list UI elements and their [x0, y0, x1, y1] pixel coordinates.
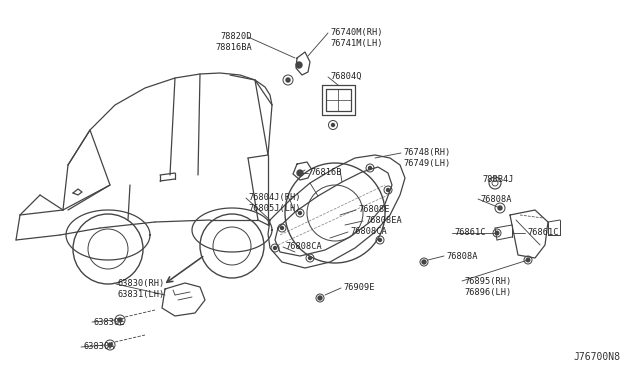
- Text: 76808A: 76808A: [446, 252, 477, 261]
- Text: 78820D: 78820D: [221, 32, 252, 41]
- Circle shape: [495, 231, 499, 235]
- Text: 63830A: 63830A: [83, 342, 115, 351]
- Text: J76700N8: J76700N8: [573, 352, 620, 362]
- Circle shape: [526, 258, 530, 262]
- Text: 76909E: 76909E: [343, 283, 374, 292]
- Circle shape: [369, 167, 371, 170]
- Circle shape: [296, 62, 302, 68]
- Circle shape: [280, 227, 284, 230]
- Circle shape: [332, 124, 335, 126]
- Circle shape: [387, 189, 390, 192]
- Text: 78816BA: 78816BA: [215, 43, 252, 52]
- Circle shape: [108, 343, 112, 347]
- Text: 76804Q: 76804Q: [330, 72, 362, 81]
- Text: 76895(RH): 76895(RH): [464, 277, 511, 286]
- Text: 76896(LH): 76896(LH): [464, 288, 511, 297]
- Text: 76804J(RH): 76804J(RH): [248, 193, 301, 202]
- Text: 76861C: 76861C: [527, 228, 559, 237]
- Text: 63830E: 63830E: [94, 318, 125, 327]
- Circle shape: [308, 257, 312, 260]
- Circle shape: [118, 318, 122, 322]
- Circle shape: [286, 78, 290, 82]
- Text: 63831(LH): 63831(LH): [118, 290, 165, 299]
- Text: 78BB4J: 78BB4J: [482, 175, 513, 184]
- Circle shape: [318, 296, 322, 300]
- Circle shape: [298, 212, 301, 215]
- Circle shape: [498, 206, 502, 210]
- Text: 76741M(LH): 76741M(LH): [330, 39, 383, 48]
- Circle shape: [378, 238, 381, 241]
- Text: 76861C: 76861C: [454, 228, 486, 237]
- Text: 76749(LH): 76749(LH): [403, 159, 451, 168]
- Text: 76748(RH): 76748(RH): [403, 148, 451, 157]
- Text: 76808CA: 76808CA: [350, 227, 387, 236]
- Circle shape: [297, 170, 303, 176]
- Text: 76805J(LH): 76805J(LH): [248, 204, 301, 213]
- Text: 76808E: 76808E: [358, 205, 390, 214]
- Text: 76816B: 76816B: [310, 168, 342, 177]
- Text: 76808EA: 76808EA: [365, 216, 402, 225]
- Text: 76740M(RH): 76740M(RH): [330, 28, 383, 37]
- Text: 76808CA: 76808CA: [285, 242, 322, 251]
- Circle shape: [273, 247, 276, 250]
- Text: 63830(RH): 63830(RH): [118, 279, 165, 288]
- Text: 76808A: 76808A: [480, 195, 511, 204]
- Circle shape: [422, 260, 426, 264]
